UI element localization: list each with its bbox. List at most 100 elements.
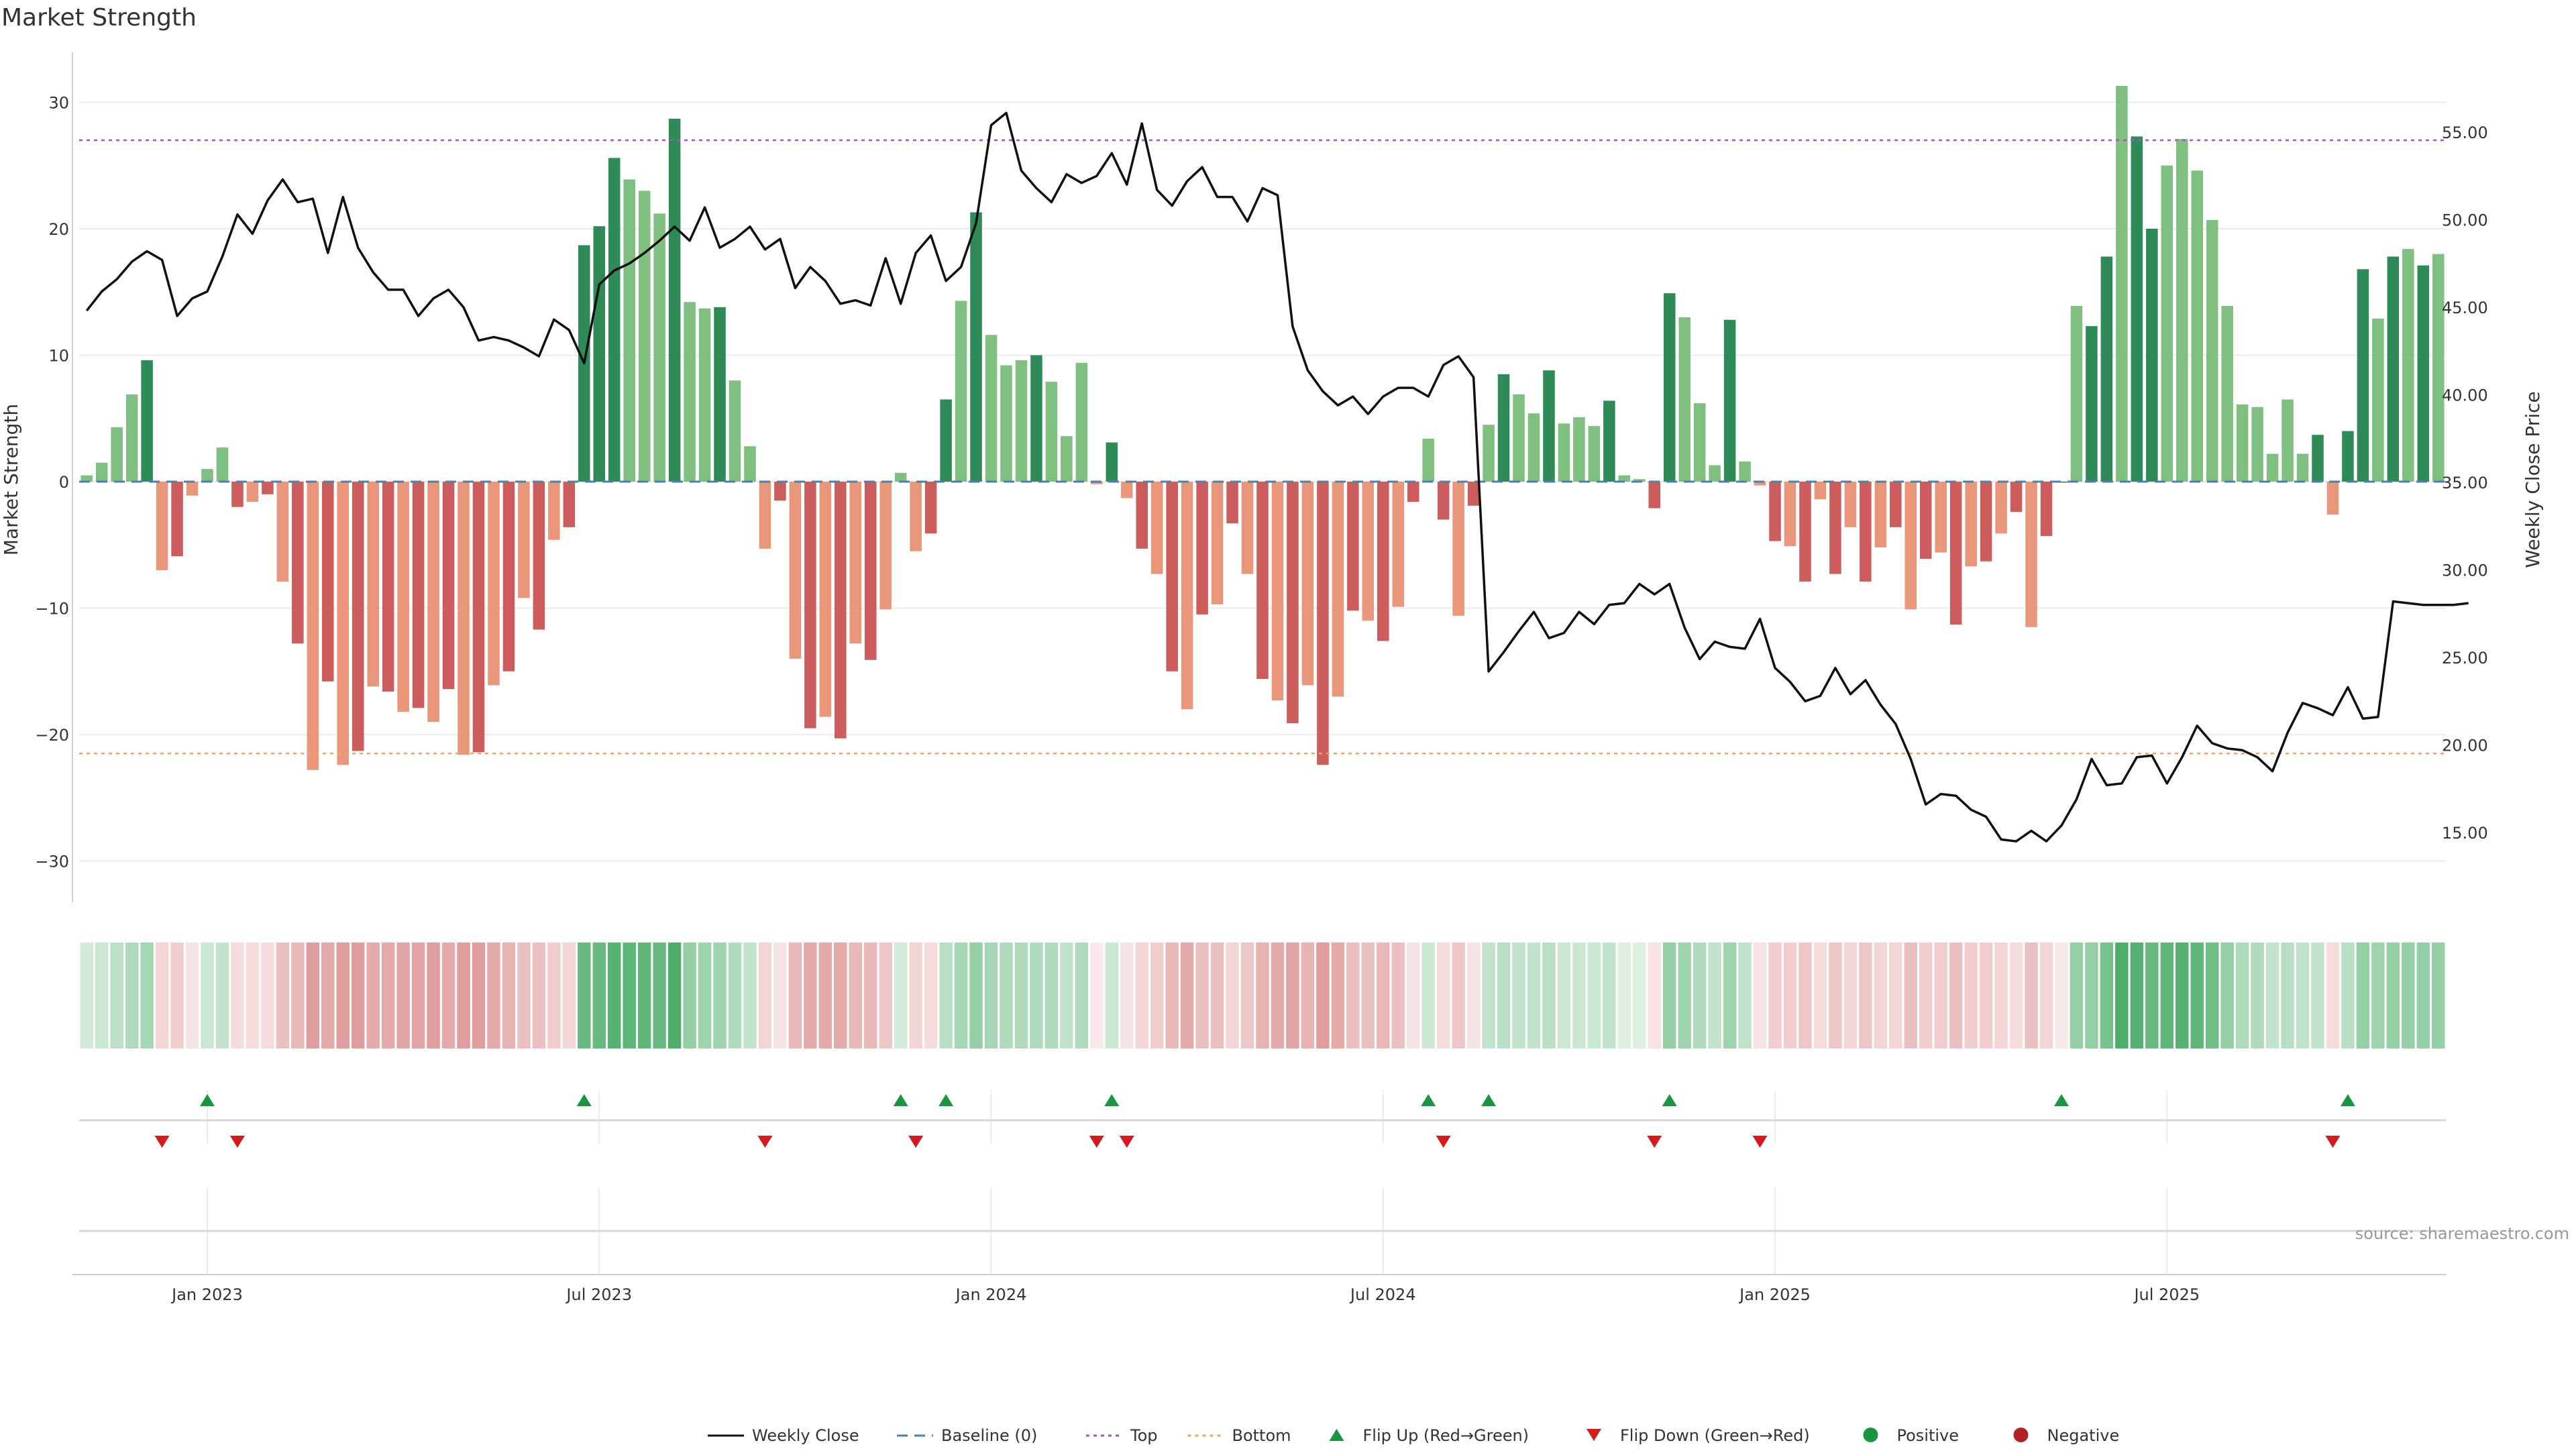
legend-item: Positive [1863,1426,1960,1445]
heatmap-cell [607,943,621,1049]
strength-bar [789,482,802,659]
strength-bar [1287,482,1299,724]
strength-bar [940,399,952,482]
heatmap-cell [1075,943,1089,1049]
heatmap-cell [1346,943,1360,1049]
strength-bar [910,482,922,551]
heatmap-cell [954,943,968,1049]
heatmap-cell [1377,943,1390,1049]
strength-bar [1543,370,1555,482]
strength-bar [1919,482,1932,559]
strength-bar [1075,362,1088,482]
flip-down-marker [1436,1136,1451,1148]
heatmap-cell [336,943,350,1049]
strength-bar [1739,461,1751,482]
heatmap-cell [2235,943,2249,1049]
strength-bar [1332,482,1344,697]
heatmap-cell [321,943,335,1049]
heatmap-cell [1331,943,1345,1049]
heatmap-cell [1482,943,1495,1049]
heatmap-cell [1829,943,1842,1049]
heatmap-cell [1226,943,1239,1049]
y-right-tick-label: 15.00 [2442,824,2488,843]
flip-down-marker [1119,1136,1134,1148]
strength-bar [2282,399,2294,482]
strength-bar [1497,374,1510,482]
source-note: source: sharemaestro.com [2355,1224,2569,1243]
strength-bar [458,482,470,755]
heatmap-cell [2281,943,2294,1049]
strength-bar [1136,482,1148,549]
heatmap-cell [1919,943,1933,1049]
strength-bar [668,119,681,482]
strength-bar [774,482,786,501]
strength-bar [397,482,409,712]
heatmap-cell [1000,943,1013,1049]
heatmap-cell [653,943,666,1049]
strength-bar [442,482,455,690]
strength-bar [1844,482,1857,527]
strength-bar [186,482,199,496]
flip-up-marker [2340,1094,2355,1106]
strength-bar [1769,482,1781,541]
strength-bar [2326,482,2339,515]
strength-bar [276,482,289,582]
strength-bar [849,482,862,644]
strength-bar [1904,482,1917,610]
heatmap-cell [2205,943,2219,1049]
legend-item: Negative [2013,1426,2120,1445]
heatmap-cell [1723,943,1737,1049]
flip-down-marker [2325,1136,2341,1148]
heatmap-cell [2402,943,2415,1049]
strength-bar [1829,482,1841,574]
strength-bar [894,472,907,482]
heatmap-cell [879,943,892,1049]
strength-bar [2161,165,2174,482]
heatmap-cell [1527,943,1541,1049]
strength-bar [1000,365,1012,482]
strength-bar [1709,465,1721,482]
flip-down-marker [908,1136,924,1148]
strength-bar [729,380,741,482]
legend-swatch [1587,1429,1601,1441]
strength-bar [125,394,138,482]
x-tick-label: Jan 2025 [1738,1285,1811,1304]
heatmap-cell [1060,943,1073,1049]
heatmap-cell [1949,943,1963,1049]
strength-bar [1588,426,1601,482]
legend-label: Negative [2047,1426,2120,1445]
strength-bar [835,482,847,739]
heatmap-cell [547,943,561,1049]
strength-bar [1241,482,1254,574]
legend-label: Positive [1897,1426,1960,1445]
strength-bar [955,301,967,482]
strength-bar [1226,482,1238,524]
legend-item: Bottom [1187,1426,1291,1445]
strength-heatmap-strip [80,943,2445,1049]
heatmap-cell [1994,943,2008,1049]
strength-bar [1693,403,1706,482]
heatmap-cell [170,943,184,1049]
heatmap-cell [1979,943,1993,1049]
heatmap-cell [1421,943,1435,1049]
legend-label: Flip Down (Green→Red) [1620,1426,1810,1445]
heatmap-cell [1843,943,1858,1049]
heatmap-cell [667,943,682,1049]
strength-bar [1362,482,1375,621]
heatmap-cell [1738,943,1752,1049]
strength-bar [2342,431,2354,482]
heatmap-cell [366,943,380,1049]
strength-bar [1422,438,1434,482]
heatmap-cell [758,943,772,1049]
heatmap-cell [1497,943,1511,1049]
strength-bar [1181,482,1193,710]
strength-bar [1256,482,1269,680]
strength-bar [352,482,364,751]
heatmap-cell [1436,943,1450,1049]
heatmap-cell [2386,943,2400,1049]
heatmap-cell [1195,943,1209,1049]
heatmap-cell [2160,943,2174,1049]
heatmap-cell [1512,943,1525,1049]
strength-bar [970,212,982,482]
flip-down-marker [154,1136,170,1148]
